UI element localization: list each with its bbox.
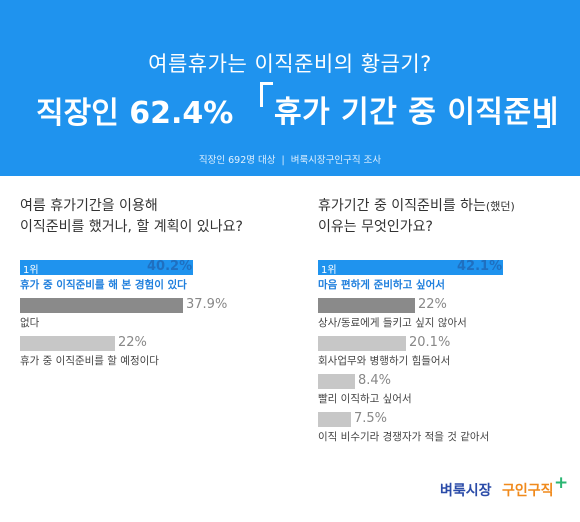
header-headline: 직장인 62.4% 휴가 기간 중 이직준비: [36, 82, 559, 134]
survey-source: 직장인 692명 대상 | 벼룩시장구인구직 조사: [0, 152, 580, 166]
right-bar-4: [318, 374, 355, 389]
logo-text-main: 벼룩시장: [440, 483, 492, 499]
right-value-label-1: 42.1%: [457, 259, 503, 274]
left-question-line1: 여름 휴가기간을 이용해: [20, 198, 158, 214]
left-category-label-3: 휴가 중 이직준비를 할 예정이다: [20, 355, 159, 367]
right-category-label-3: 회사업무와 병행하기 힘들어서: [318, 355, 451, 367]
logo-text-sub: 구인구직: [502, 483, 554, 499]
left-question-line2: 이직준비를 했거나, 할 계획이 있나요?: [20, 219, 243, 235]
headline-stat: 직장인 62.4%: [36, 96, 234, 131]
right-bar-3: [318, 336, 406, 351]
right-value-label-4: 8.4%: [358, 373, 392, 388]
right-category-label-2: 상사/동료에게 들키고 싶지 않아서: [318, 317, 467, 329]
left-rank-label: 1위: [23, 265, 39, 276]
right-bar-5: [318, 412, 351, 427]
right-value-label-3: 20.1%: [409, 335, 451, 350]
right-value-label-5: 7.5%: [354, 411, 388, 426]
right-bar-2: [318, 298, 415, 313]
right-category-label-5: 이직 비수기라 경쟁자가 적을 것 같아서: [318, 431, 490, 443]
left-bar-1: 1위: [20, 260, 193, 276]
right-rank-label: 1위: [321, 265, 337, 276]
right-question-line1: 휴가기간 중 이직준비를 하는(했던): [318, 196, 578, 217]
right-question-line2: 이유는 무엇인가요?: [318, 219, 433, 235]
right-chart-panel: 휴가기간 중 이직준비를 하는(했던) 이유는 무엇인가요?: [318, 196, 578, 238]
left-chart-panel: 여름 휴가기간을 이용해 이직준비를 했거나, 할 계획이 있나요?: [20, 196, 280, 238]
source-org: 벼룩시장구인구직 조사: [290, 155, 382, 166]
header-subtitle: 여름휴가는 이직준비의 황금기?: [148, 52, 432, 76]
left-bar-3: [20, 336, 115, 351]
logo-plus-icon: +: [554, 473, 569, 493]
headline-bracket-box: 휴가 기간 중 이직준비: [260, 82, 559, 130]
close-bracket: [537, 103, 550, 128]
right-question-main: 휴가기간 중 이직준비를 하는: [318, 198, 486, 214]
right-bar-1: 1위: [318, 260, 503, 276]
source-sample: 직장인 692명 대상: [198, 155, 276, 166]
right-category-label-1: 마음 편하게 준비하고 싶어서: [318, 279, 445, 291]
right-question-paren: (했던): [485, 200, 515, 213]
source-separator: |: [281, 155, 285, 166]
left-value-label-2: 37.9%: [186, 297, 228, 312]
header-banner: 여름휴가는 이직준비의 황금기? 직장인 62.4% 휴가 기간 중 이직준비 …: [0, 0, 580, 176]
left-value-label-3: 22%: [118, 335, 147, 350]
open-bracket: [260, 82, 273, 107]
left-category-label-2: 없다: [20, 317, 40, 329]
left-value-label-1: 40.2%: [147, 259, 193, 274]
headline-topic: 휴가 기간 중 이직준비: [274, 95, 560, 130]
right-value-label-2: 22%: [418, 297, 447, 312]
left-bar-2: [20, 298, 183, 313]
right-category-label-4: 빨리 이직하고 싶어서: [318, 393, 412, 405]
brand-logo: 벼룩시장 구인구직 +: [440, 473, 570, 502]
left-category-label-1: 휴가 중 이직준비를 해 본 경험이 있다: [20, 279, 187, 291]
